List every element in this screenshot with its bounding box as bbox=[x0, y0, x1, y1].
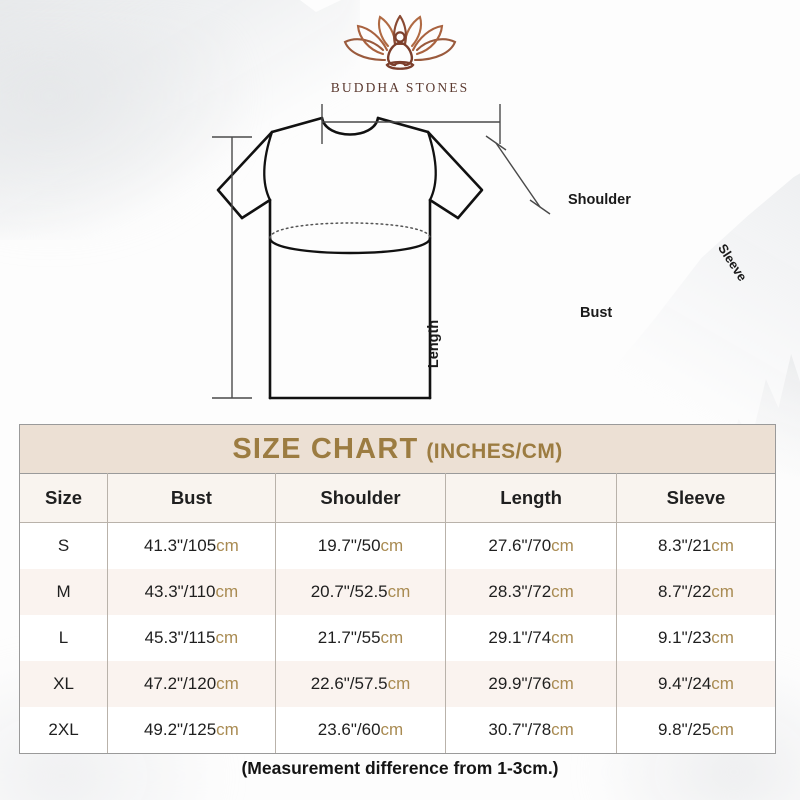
table-header-row: Size Bust Shoulder Length Sleeve bbox=[20, 473, 775, 523]
measure-unit: cm bbox=[551, 628, 574, 647]
cell-size: S bbox=[20, 522, 109, 569]
size-chart-table: SIZE CHART (INCHES/CM) Size Bust Shoulder… bbox=[19, 424, 776, 754]
sleeve-dimension-line bbox=[485, 135, 551, 215]
measure-value: 47.2"/120 bbox=[143, 674, 217, 693]
cell-length: 30.7"/78cm bbox=[445, 707, 617, 753]
cell-size: XL bbox=[20, 661, 109, 707]
cell-shoulder: 21.7"/55cm bbox=[275, 615, 447, 661]
column-header-bust: Bust bbox=[107, 473, 276, 523]
measure-value: 8.7"/22 bbox=[657, 582, 712, 601]
measure-value: 43.3"/110 bbox=[144, 582, 216, 601]
measure-unit: cm bbox=[387, 674, 411, 693]
cell-sleeve: 9.1"/23cm bbox=[616, 615, 775, 661]
measure-unit: cm bbox=[216, 674, 239, 693]
size-chart-title-bar: SIZE CHART (INCHES/CM) bbox=[20, 425, 775, 473]
cell-bust: 47.2"/120cm bbox=[107, 661, 276, 707]
measure-unit: cm bbox=[387, 582, 411, 601]
measure-value: 9.4"/24 bbox=[657, 674, 712, 693]
cell-length: 29.1"/74cm bbox=[445, 615, 617, 661]
measure-unit: cm bbox=[551, 582, 574, 601]
measure-unit: cm bbox=[551, 536, 574, 555]
measure-unit: cm bbox=[711, 582, 734, 601]
measure-value: 8.3"/21 bbox=[657, 536, 712, 555]
size-chart-units: (INCHES/CM) bbox=[426, 440, 563, 463]
cell-bust: 41.3"/105cm bbox=[107, 522, 276, 569]
cell-shoulder: 23.6"/60cm bbox=[275, 707, 447, 753]
measure-value: 30.7"/78 bbox=[488, 720, 552, 739]
measure-unit: cm bbox=[551, 720, 574, 739]
cell-size: 2XL bbox=[20, 707, 109, 753]
measure-unit: cm bbox=[216, 536, 239, 555]
measure-unit: cm bbox=[215, 628, 239, 647]
measure-unit: cm bbox=[215, 582, 239, 601]
measurements-table: Size Bust Shoulder Length Sleeve S 41.3"/… bbox=[20, 473, 775, 753]
table-row: L 45.3"/115cm 21.7"/55cm 29.1"/74cm 9.1"/23c… bbox=[20, 615, 775, 661]
shoulder-dimension-line bbox=[321, 104, 501, 144]
mist-wash-top-left bbox=[0, 30, 260, 250]
measure-value: 21.7"/55 bbox=[317, 628, 381, 647]
bust-guide-dotted bbox=[269, 222, 431, 239]
measure-value: 27.6"/70 bbox=[488, 536, 552, 555]
cell-size: M bbox=[20, 569, 109, 615]
cell-sleeve: 8.7"/22cm bbox=[616, 569, 775, 615]
column-header-sleeve: Sleeve bbox=[616, 473, 775, 523]
measure-value: 41.3"/105 bbox=[143, 536, 217, 555]
measure-unit: cm bbox=[711, 536, 734, 555]
table-row: 2XL 49.2"/125cm 23.6"/60cm 30.7"/78cm 9.8"/2… bbox=[20, 707, 775, 753]
cell-length: 29.9"/76cm bbox=[445, 661, 617, 707]
table-header: Size Bust Shoulder Length Sleeve bbox=[20, 473, 775, 523]
measure-value: 29.1"/74 bbox=[488, 628, 552, 647]
cell-size: L bbox=[20, 615, 109, 661]
column-header-size: Size bbox=[20, 473, 109, 523]
measure-value: 23.6"/60 bbox=[317, 720, 381, 739]
label-shoulder: Shoulder bbox=[568, 192, 631, 208]
column-header-length: Length bbox=[445, 473, 617, 523]
measure-unit: cm bbox=[711, 720, 734, 739]
cell-length: 28.3"/72cm bbox=[445, 569, 617, 615]
measure-value: 9.8"/25 bbox=[657, 720, 712, 739]
measure-value: 19.7"/50 bbox=[317, 536, 381, 555]
cell-bust: 43.3"/110cm bbox=[107, 569, 276, 615]
measure-unit: cm bbox=[711, 628, 734, 647]
column-header-shoulder: Shoulder bbox=[275, 473, 447, 523]
size-chart-title: SIZE CHART bbox=[232, 433, 419, 465]
measure-value: 28.3"/72 bbox=[488, 582, 552, 601]
table-row: XL 47.2"/120cm 22.6"/57.5cm 29.9"/76cm 9.4"/… bbox=[20, 661, 775, 707]
cell-shoulder: 20.7"/52.5cm bbox=[275, 569, 447, 615]
cell-shoulder: 19.7"/50cm bbox=[275, 522, 447, 569]
measure-value: 29.9"/76 bbox=[488, 674, 552, 693]
cell-sleeve: 9.4"/24cm bbox=[616, 661, 775, 707]
cell-sleeve: 9.8"/25cm bbox=[616, 707, 775, 753]
measure-unit: cm bbox=[551, 674, 574, 693]
cell-length: 27.6"/70cm bbox=[445, 522, 617, 569]
label-length: Length bbox=[426, 319, 443, 369]
cell-bust: 45.3"/115cm bbox=[107, 615, 276, 661]
brand-name: BUDDHA STONES bbox=[330, 80, 470, 95]
measure-value: 22.6"/57.5 bbox=[310, 674, 388, 693]
measure-unit: cm bbox=[380, 628, 404, 647]
label-bust: Bust bbox=[580, 305, 613, 321]
length-dimension-line bbox=[212, 136, 252, 399]
table-row: S 41.3"/105cm 19.7"/50cm 27.6"/70cm 8.3"/21c… bbox=[20, 522, 775, 569]
measurement-disclaimer: (Measurement difference from 1-3cm.) bbox=[241, 758, 559, 778]
cell-shoulder: 22.6"/57.5cm bbox=[275, 661, 447, 707]
cell-sleeve: 8.3"/21cm bbox=[616, 522, 775, 569]
table-row: M 43.3"/110cm 20.7"/52.5cm 28.3"/72cm 8.7"/2… bbox=[20, 569, 775, 615]
lotus-meditation-icon bbox=[343, 14, 457, 70]
measure-unit: cm bbox=[380, 720, 404, 739]
tshirt-measurement-diagram: Shoulder Bust Length Sleeve bbox=[200, 92, 750, 427]
cell-bust: 49.2"/125cm bbox=[107, 707, 276, 753]
measure-value: 45.3"/115 bbox=[144, 628, 216, 647]
measure-value: 9.1"/23 bbox=[657, 628, 712, 647]
measure-unit: cm bbox=[380, 536, 404, 555]
measure-value: 49.2"/125 bbox=[143, 720, 217, 739]
tshirt-outline-svg bbox=[212, 104, 551, 400]
measure-unit: cm bbox=[711, 674, 734, 693]
measure-unit: cm bbox=[216, 720, 239, 739]
table-body: S 41.3"/105cm 19.7"/50cm 27.6"/70cm 8.3"/21c… bbox=[20, 522, 775, 753]
brand-logo: BUDDHA STONES bbox=[0, 10, 800, 96]
measure-value: 20.7"/52.5 bbox=[310, 582, 388, 601]
